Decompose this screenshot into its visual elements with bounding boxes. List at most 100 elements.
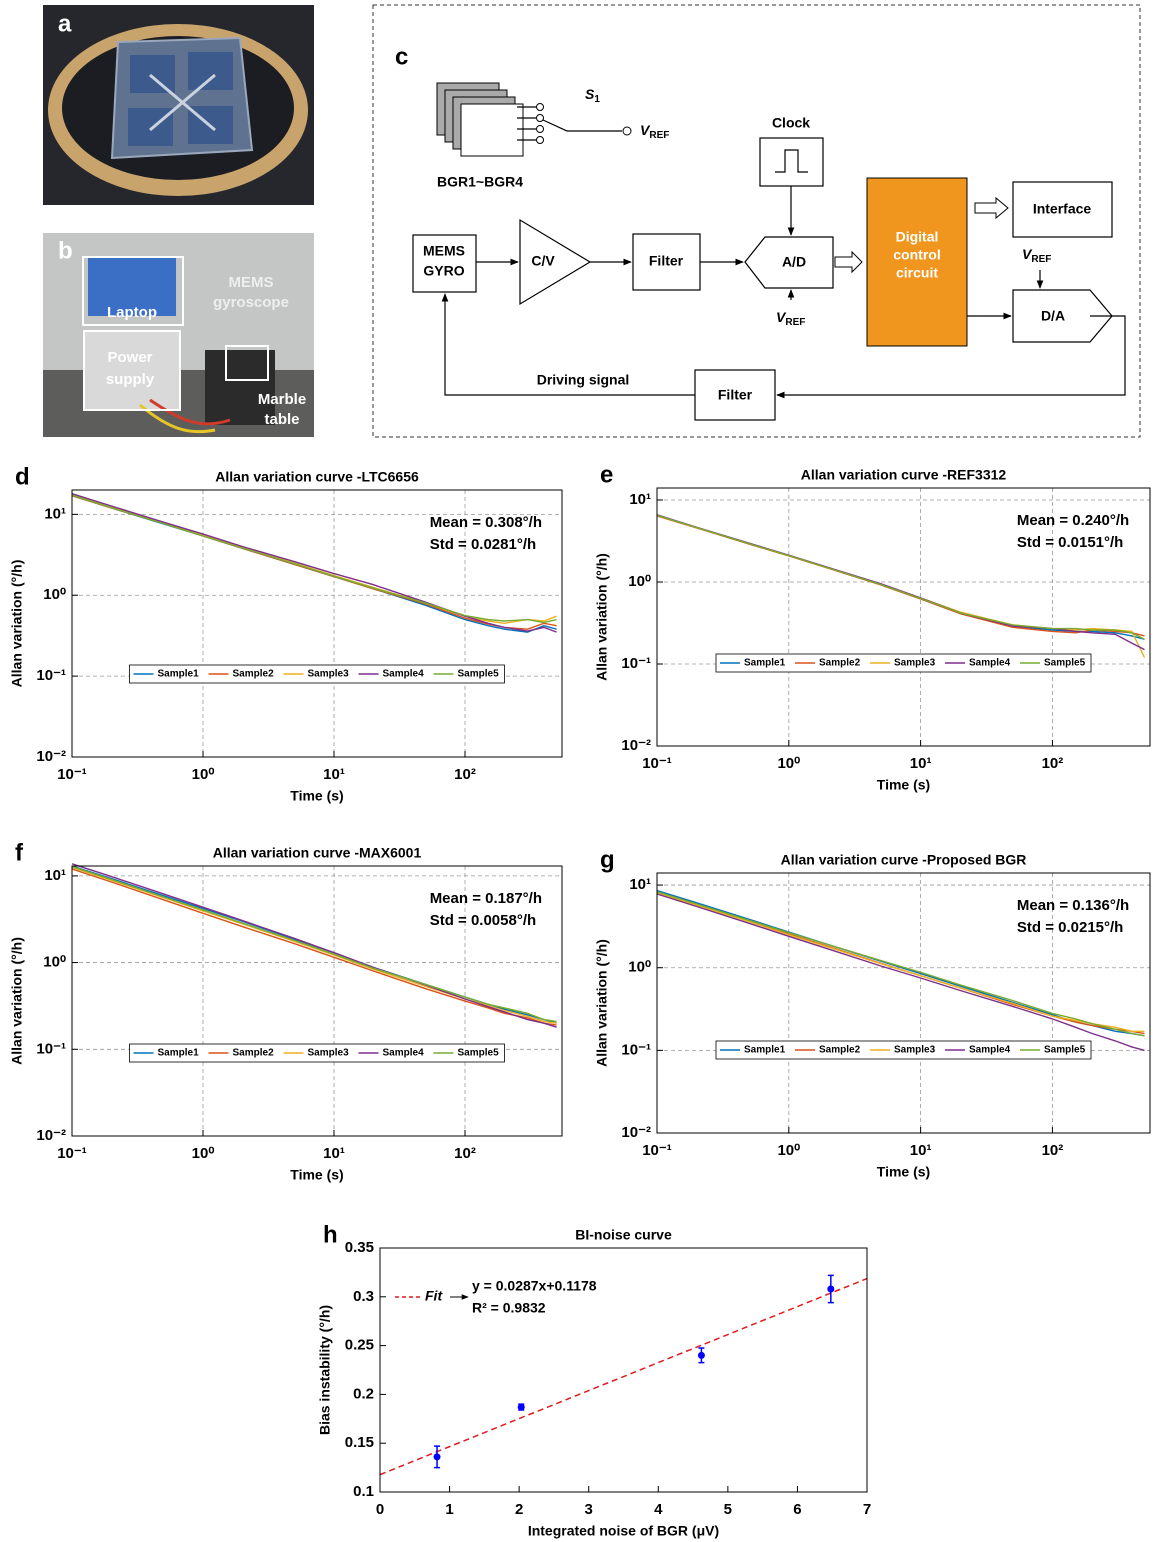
dcc-label: control — [893, 247, 940, 263]
y-tick-label: 10⁻² — [36, 1127, 66, 1144]
y-tick-label: 0.2 — [353, 1385, 374, 1402]
legend-label: Sample4 — [969, 1045, 1011, 1056]
vref-name: V — [640, 122, 651, 138]
y-tick-label: 0.1 — [353, 1483, 374, 1500]
y-tick-label: 10⁻¹ — [621, 1041, 651, 1058]
x-tick-label: 1 — [445, 1501, 453, 1518]
panel-label: c — [395, 43, 408, 70]
x-tick-label: 5 — [724, 1501, 732, 1518]
y-axis-label: Allan variation (°/h) — [9, 560, 25, 688]
x-tick-label: 10⁻¹ — [642, 755, 672, 772]
x-tick-label: 7 — [863, 1501, 871, 1518]
x-tick-label: 10² — [1042, 1142, 1064, 1159]
plot-frame — [71, 489, 563, 758]
filter-label: Filter — [649, 253, 684, 269]
panel-label: h — [323, 1221, 338, 1248]
x-tick-label: 10⁰ — [777, 755, 800, 772]
dcc-label: Digital — [896, 229, 939, 245]
legend-label: Sample4 — [969, 658, 1011, 669]
driving-label: Driving signal — [537, 372, 630, 388]
y-tick-label: 0.35 — [345, 1239, 374, 1256]
filter-label: Filter — [718, 387, 753, 403]
y-tick-label: 10⁰ — [43, 954, 66, 971]
y-tick-label: 10⁻² — [621, 737, 651, 754]
clock-label: Clock — [772, 115, 810, 131]
diagram: c BGR1~BGR4 S1 VREF Clock MEMS GYRO C/V … — [372, 4, 1141, 438]
legend-label: Fit — [425, 1288, 443, 1304]
y-tick-label: 10¹ — [44, 505, 66, 522]
y-tick-label: 10⁰ — [628, 573, 651, 590]
x-axis-label: Time (s) — [290, 1167, 343, 1183]
x-tick-label: 2 — [515, 1501, 523, 1518]
plot-frame — [71, 865, 563, 1137]
switch-subscript: 1 — [594, 94, 600, 105]
legend-label: Sample5 — [458, 669, 500, 680]
data-point — [517, 1403, 525, 1411]
panel-label: a — [58, 10, 72, 37]
y-tick-label: 10⁻² — [621, 1124, 651, 1141]
x-tick-label: 10⁰ — [192, 766, 215, 783]
x-tick-label: 10⁻¹ — [642, 1142, 672, 1159]
y-tick-label: 10⁰ — [43, 586, 66, 603]
y-axis-label: Allan variation (°/h) — [594, 553, 610, 681]
legend-label: Sample3 — [308, 669, 350, 680]
x-tick-label: 10² — [1042, 755, 1064, 772]
vref-label: VREF — [776, 309, 805, 328]
photo-label: Power — [107, 349, 152, 366]
plot-background — [657, 488, 1150, 746]
photo-label: Laptop — [107, 304, 157, 321]
switch-name: S — [585, 86, 595, 102]
chart-title: Allan variation curve -LTC6656 — [215, 469, 419, 485]
annotation: Mean = 0.136°/h — [1017, 897, 1129, 914]
x-tick-label: 10⁰ — [777, 1142, 800, 1159]
vref-label: VREF — [640, 122, 669, 141]
legend-label: Sample3 — [308, 1048, 350, 1059]
series-line — [71, 494, 557, 624]
x-axis-label: Time (s) — [290, 788, 343, 804]
y-axis-label: Allan variation (°/h) — [9, 937, 25, 1065]
chart-title: Allan variation curve -MAX6001 — [213, 845, 422, 861]
panel-label: g — [600, 846, 615, 873]
legend-label: Sample3 — [894, 1045, 936, 1056]
series-line — [656, 893, 1145, 1052]
y-tick-label: 10⁻¹ — [36, 1040, 66, 1057]
legend-label: Sample4 — [383, 1048, 425, 1059]
x-tick-label: 3 — [585, 1501, 593, 1518]
x-axis-label: Time (s) — [877, 1164, 930, 1180]
legend-label: Sample1 — [744, 658, 786, 669]
series-line — [656, 892, 1145, 1032]
photo-label: supply — [106, 371, 155, 388]
x-tick-label: 10¹ — [323, 1145, 345, 1162]
legend-label: Sample2 — [233, 1048, 275, 1059]
cv-label: C/V — [531, 253, 555, 269]
y-tick-label: 10⁻² — [36, 748, 66, 765]
plot-frame — [379, 1247, 868, 1493]
x-tick-label: 10⁰ — [192, 1145, 215, 1162]
fit-line — [379, 1277, 868, 1476]
series-line — [656, 889, 1145, 1037]
legend-box — [129, 1043, 505, 1063]
y-tick-label: 10⁻¹ — [36, 667, 66, 684]
photo-b: b Laptop Power supply MEMS gyroscope Mar… — [43, 233, 314, 437]
panel-label: d — [15, 463, 30, 490]
legend-box — [715, 1040, 1092, 1060]
legend-label: Sample1 — [744, 1045, 786, 1056]
chart-title: BI-noise curve — [575, 1227, 672, 1243]
photo-a: a — [43, 5, 314, 205]
data-point — [697, 1351, 705, 1359]
x-tick-label: 4 — [654, 1501, 663, 1518]
x-tick-label: 6 — [793, 1501, 801, 1518]
x-tick-label: 10⁻¹ — [57, 1145, 87, 1162]
switch-label: S1 — [585, 86, 600, 105]
x-tick-label: 10² — [454, 1145, 476, 1162]
annotation: Std = 0.0151°/h — [1017, 534, 1123, 551]
y-tick-label: 10¹ — [629, 491, 651, 508]
photo-label: table — [264, 411, 299, 428]
y-tick-label: 0.25 — [345, 1337, 374, 1354]
x-tick-label: 0 — [376, 1501, 384, 1518]
panel-label: e — [600, 461, 613, 488]
photo-label: Marble — [258, 391, 306, 408]
series-line — [656, 891, 1145, 1037]
y-tick-label: 0.15 — [345, 1434, 374, 1451]
